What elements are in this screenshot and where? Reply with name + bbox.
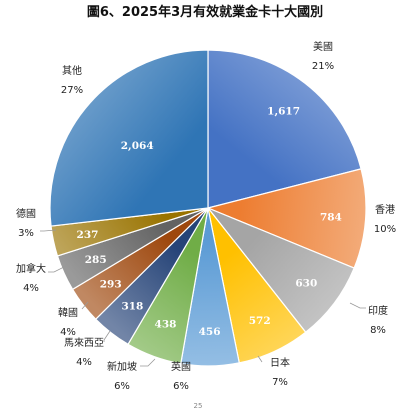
slice-value-label: 784 bbox=[320, 212, 342, 224]
slice-value-label: 2,064 bbox=[121, 140, 154, 152]
slice-percent-label: 6% bbox=[114, 381, 130, 392]
slice-category-label: 香港 bbox=[375, 204, 395, 216]
leader-line bbox=[257, 355, 263, 363]
slice-percent-label: 6% bbox=[173, 381, 189, 392]
leader-line bbox=[140, 358, 156, 367]
slice-category-label: 韓國 bbox=[58, 307, 78, 319]
slice-category-label: 印度 bbox=[368, 304, 388, 317]
leader-line bbox=[81, 301, 89, 310]
leader-line bbox=[103, 330, 111, 342]
slice-percent-label: 4% bbox=[60, 327, 76, 338]
slice-category-label: 加拿大 bbox=[16, 262, 46, 275]
slice-percent-label: 4% bbox=[76, 357, 92, 368]
chart-title: 圖6、2025年3月有效就業金卡十大國別 bbox=[87, 4, 323, 20]
slice-value-label: 572 bbox=[249, 315, 271, 327]
slice-category-label: 其他 bbox=[62, 64, 82, 77]
slice-value-label: 1,617 bbox=[267, 106, 300, 118]
slice-category-label: 美國 bbox=[313, 40, 333, 53]
leader-line bbox=[48, 265, 67, 273]
pie-slice-0 bbox=[207, 49, 362, 209]
slice-percent-label: 27% bbox=[61, 85, 83, 96]
slice-value-label: 318 bbox=[121, 300, 143, 312]
slice-value-label: 237 bbox=[77, 229, 99, 241]
slice-percent-label: 10% bbox=[374, 224, 396, 235]
page-number: 25 bbox=[194, 402, 203, 408]
slice-value-label: 630 bbox=[295, 277, 317, 289]
slice-category-label: 英國 bbox=[171, 360, 191, 373]
slice-category-label: 日本 bbox=[270, 356, 290, 369]
slice-category-label: 新加坡 bbox=[107, 360, 137, 373]
pie-slice-1 bbox=[206, 168, 367, 269]
slice-percent-label: 8% bbox=[370, 325, 386, 336]
slice-value-label: 285 bbox=[85, 254, 107, 266]
slice-percent-label: 4% bbox=[23, 283, 39, 294]
pie-slice-10 bbox=[49, 49, 209, 227]
slice-value-label: 438 bbox=[155, 319, 177, 331]
slice-category-label: 德國 bbox=[16, 207, 36, 220]
slice-value-label: 293 bbox=[100, 279, 122, 291]
slice-percent-label: 3% bbox=[18, 228, 34, 239]
leader-line bbox=[349, 302, 366, 309]
slice-value-label: 456 bbox=[199, 326, 221, 338]
slice-category-label: 馬來西亞 bbox=[64, 337, 104, 349]
leader-line bbox=[40, 229, 57, 232]
slice-percent-label: 21% bbox=[312, 61, 334, 72]
slice-percent-label: 7% bbox=[272, 377, 288, 388]
